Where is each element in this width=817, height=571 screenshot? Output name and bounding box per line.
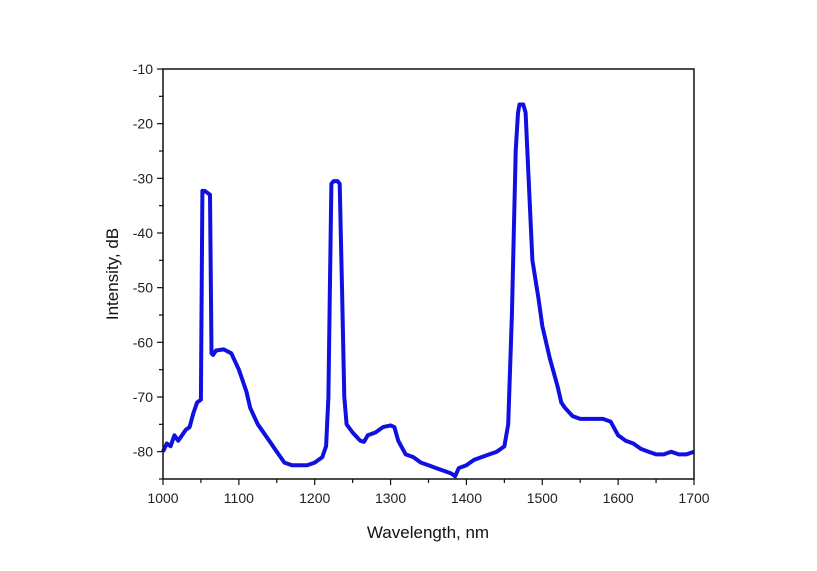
- x-tick-label: 1700: [678, 490, 709, 506]
- x-tick-label: 1200: [299, 490, 330, 506]
- tick-labels: 1000 1100 1200 1300 1400 1500 1600 1700 -10 -20 -3…: [133, 61, 710, 506]
- x-tick-label: 1300: [375, 490, 406, 506]
- y-tick-label: -20: [133, 116, 153, 132]
- y-tick-label: -10: [133, 61, 153, 77]
- x-tick-label: 1000: [147, 490, 178, 506]
- axis-ticks: [157, 68, 695, 485]
- x-tick-label: 1600: [603, 490, 634, 506]
- y-tick-label: -60: [133, 334, 153, 350]
- x-tick-label: 1400: [451, 490, 482, 506]
- y-tick-label: -70: [133, 389, 153, 405]
- y-axis-title: Intensity, dB: [103, 228, 122, 320]
- x-tick-label: 1500: [527, 490, 558, 506]
- x-axis-title: Wavelength, nm: [367, 523, 489, 542]
- plot-frame: [162, 68, 695, 480]
- y-tick-label: -40: [133, 225, 153, 241]
- x-tick-label: 1100: [224, 490, 254, 506]
- y-tick-label: -50: [133, 280, 153, 296]
- y-tick-label: -80: [133, 444, 153, 460]
- y-tick-label: -30: [133, 170, 153, 186]
- spectrum-line: [161, 102, 695, 479]
